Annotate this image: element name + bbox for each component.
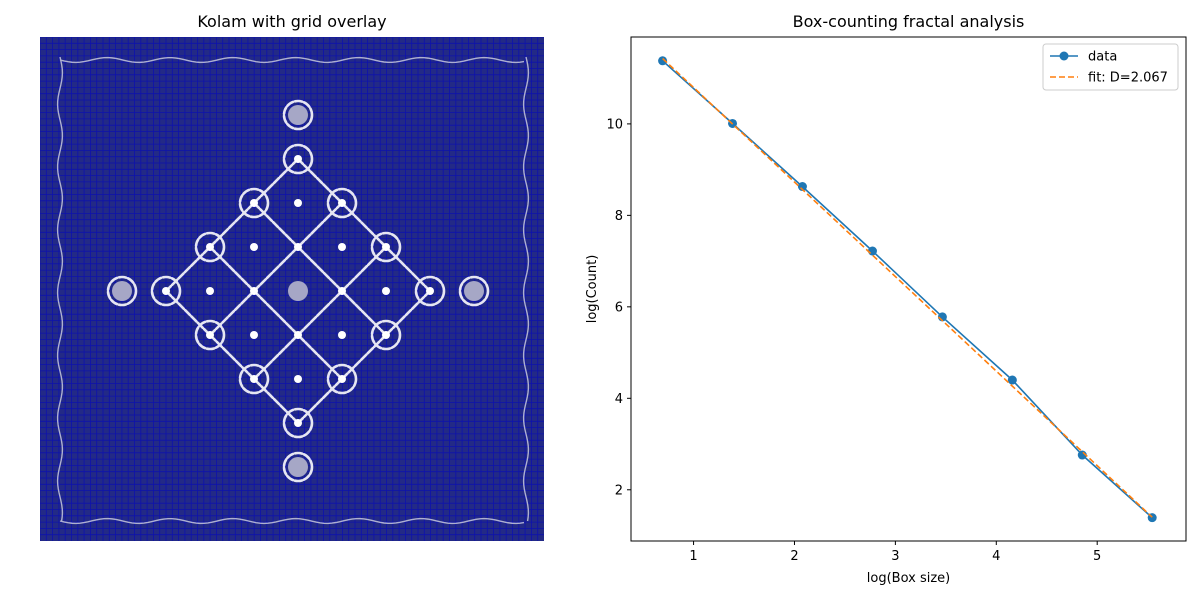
kolam-line [252,245,388,381]
data-point [1007,375,1017,385]
kolam-image [40,37,544,541]
border-bottom [59,517,525,525]
kolam-loop [238,363,270,395]
kolam-dot [382,287,390,295]
kolam-loop [282,451,314,483]
kolam-loop [194,319,226,351]
kolam-loop [370,231,402,263]
data-point [658,56,668,66]
y-tick-label: 4 [615,392,623,407]
kolam-dot [250,199,258,207]
kolam-loop [326,363,358,395]
x-tick-label: 2 [790,549,798,564]
kolam-dot [294,331,302,339]
kolam-dot [206,287,214,295]
kolam-dot [338,287,346,295]
kolam-dot [206,331,214,339]
border-left [56,56,64,522]
kolam-loop [194,231,226,263]
border-right [522,56,530,522]
kolam-line [296,289,432,425]
kolam-line [252,201,388,337]
kolam-big-dot [112,281,132,301]
wavy-border [56,56,530,525]
border-top [59,56,525,64]
kolam-line [164,157,300,293]
kolam-big-dot [464,281,484,301]
kolam-big-dot [288,105,308,125]
legend-marker [1059,51,1069,61]
y-tick-label: 10 [606,117,623,132]
kolam-loop [282,143,314,175]
kolam-dot [206,243,214,251]
legend-label: data [1088,50,1117,65]
data-point [797,182,807,192]
x-tick-label: 4 [992,549,1000,564]
x-tick-label: 3 [891,549,899,564]
y-tick-label: 6 [615,300,623,315]
kolam-dot [162,287,170,295]
kolam-loop [414,275,446,307]
x-tick-label: 1 [689,549,697,564]
x-axis-label: log(Box size) [867,571,950,586]
data-point [867,246,877,256]
kolam-dot [294,243,302,251]
kolam-loop [282,99,314,131]
kolam-title: Kolam with grid overlay [197,12,387,31]
kolam-loop [150,275,182,307]
kolam-dot [250,243,258,251]
kolam-dot [250,287,258,295]
kolam-pattern [106,99,490,483]
x-tick-label: 5 [1093,549,1101,564]
chart-title: Box-counting fractal analysis [792,12,1025,31]
kolam-loop [326,187,358,219]
kolam-dot [382,331,390,339]
kolam-dot [294,419,302,427]
kolam-dot [250,331,258,339]
kolam-loop [370,319,402,351]
legend-label: fit: D=2.067 [1088,71,1168,86]
kolam-dot [426,287,434,295]
kolam-loop [458,275,490,307]
kolam-dot [250,375,258,383]
kolam-loop [106,275,138,307]
plot-frame [630,36,1187,542]
y-tick-label: 2 [615,483,623,498]
kolam-dot [338,375,346,383]
kolam-line [208,201,344,337]
y-axis-label: log(Count) [585,255,600,324]
kolam-line [208,245,344,381]
kolam-dot [338,331,346,339]
fit-line [662,57,1153,518]
kolam-line [296,157,432,293]
kolam-dot [338,243,346,251]
kolam-loop [282,407,314,439]
kolam-big-dot [288,281,308,301]
kolam-dot [338,199,346,207]
kolam-loop [238,187,270,219]
kolam-dot [294,155,302,163]
kolam-line [164,289,300,425]
kolam-dot [382,243,390,251]
kolam-big-dot [288,457,308,477]
y-tick-label: 8 [615,209,623,224]
kolam-dot [294,199,302,207]
kolam-dot [294,375,302,383]
